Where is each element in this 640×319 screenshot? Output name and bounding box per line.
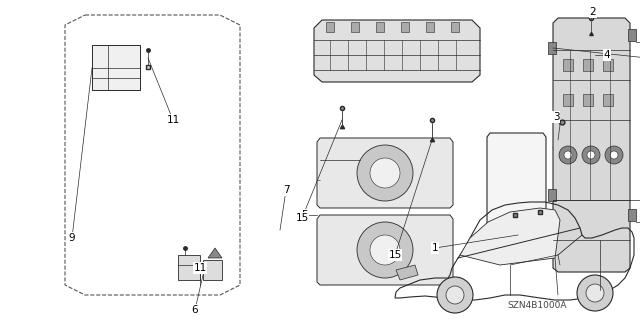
Circle shape [559, 146, 577, 164]
Circle shape [446, 286, 464, 304]
Polygon shape [203, 260, 222, 280]
Bar [548, 189, 556, 201]
Text: 1: 1 [432, 243, 438, 253]
Bar [583, 59, 593, 71]
Polygon shape [317, 138, 453, 208]
Text: 15: 15 [296, 213, 308, 223]
Text: 3: 3 [553, 112, 559, 122]
Polygon shape [460, 208, 560, 265]
Polygon shape [314, 20, 480, 82]
Circle shape [370, 158, 400, 188]
Polygon shape [208, 248, 222, 258]
Polygon shape [487, 133, 546, 238]
Bar [376, 22, 384, 32]
Circle shape [357, 145, 413, 201]
Bar [548, 42, 556, 54]
Polygon shape [396, 265, 418, 280]
Bar [426, 22, 434, 32]
Polygon shape [92, 45, 140, 90]
Bar [628, 209, 636, 221]
Polygon shape [317, 215, 453, 285]
Circle shape [437, 277, 473, 313]
Text: 15: 15 [388, 250, 402, 260]
Polygon shape [553, 18, 630, 272]
Text: 5: 5 [301, 210, 308, 220]
Circle shape [587, 151, 595, 159]
Text: 11: 11 [166, 115, 180, 125]
Text: 7: 7 [283, 185, 289, 195]
Circle shape [564, 151, 572, 159]
Bar [563, 94, 573, 106]
Polygon shape [503, 218, 530, 226]
Text: SZN4B1000A: SZN4B1000A [508, 300, 567, 309]
Circle shape [357, 222, 413, 278]
Text: 11: 11 [193, 263, 207, 273]
Text: 6: 6 [192, 305, 198, 315]
Bar [628, 29, 636, 41]
Circle shape [605, 146, 623, 164]
Text: 4: 4 [604, 50, 611, 60]
Bar [603, 94, 613, 106]
Bar [563, 59, 573, 71]
Polygon shape [553, 140, 570, 148]
Circle shape [586, 284, 604, 302]
Circle shape [582, 146, 600, 164]
Bar [583, 94, 593, 106]
Bar [451, 22, 459, 32]
Bar [351, 22, 359, 32]
Bar [326, 22, 334, 32]
Bar [603, 59, 613, 71]
Polygon shape [178, 255, 200, 280]
Circle shape [577, 275, 613, 311]
Bar [401, 22, 409, 32]
Text: 9: 9 [68, 233, 76, 243]
Circle shape [610, 151, 618, 159]
Circle shape [370, 235, 400, 265]
Text: 2: 2 [589, 7, 596, 17]
